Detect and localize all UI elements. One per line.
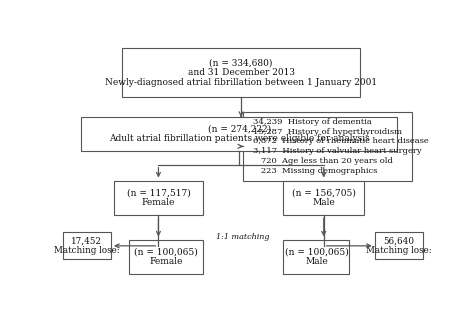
Text: Newly-diagnosed atrial fibrillation between 1 January 2001: Newly-diagnosed atrial fibrillation betw…	[105, 78, 377, 87]
FancyBboxPatch shape	[82, 117, 397, 151]
Text: 223  Missing demographics: 223 Missing demographics	[253, 167, 377, 175]
Text: Female: Female	[142, 198, 175, 207]
Text: 6,872  History of rheumatic heart disease: 6,872 History of rheumatic heart disease	[253, 137, 429, 145]
Text: 3,117  History of valvular heart surgery: 3,117 History of valvular heart surgery	[253, 147, 422, 155]
FancyBboxPatch shape	[63, 232, 110, 259]
Text: 15,287  History of hyperthyroidism: 15,287 History of hyperthyroidism	[253, 128, 402, 136]
FancyBboxPatch shape	[283, 240, 349, 274]
Text: (n = 274,222): (n = 274,222)	[208, 125, 271, 134]
FancyBboxPatch shape	[114, 181, 202, 215]
Text: 1:1 matching: 1:1 matching	[216, 233, 270, 241]
FancyBboxPatch shape	[122, 48, 360, 97]
Text: and 31 December 2013: and 31 December 2013	[188, 68, 294, 77]
Text: Matching lose:: Matching lose:	[366, 246, 432, 255]
Text: Adult atrial fibrillation patients were eligible for analysis: Adult atrial fibrillation patients were …	[109, 135, 370, 144]
Text: 56,640: 56,640	[383, 236, 415, 245]
Text: (n = 100,065): (n = 100,065)	[134, 248, 198, 256]
Text: (n = 100,065): (n = 100,065)	[284, 248, 348, 256]
Text: 34,239  History of dementia: 34,239 History of dementia	[253, 118, 372, 126]
Text: 17,452: 17,452	[71, 236, 102, 245]
Text: (n = 117,517): (n = 117,517)	[127, 189, 190, 197]
Text: (n = 334,680): (n = 334,680)	[210, 58, 273, 67]
Text: Female: Female	[149, 257, 182, 266]
FancyBboxPatch shape	[375, 232, 423, 259]
Text: 720  Age less than 20 years old: 720 Age less than 20 years old	[253, 157, 393, 165]
FancyBboxPatch shape	[283, 181, 364, 215]
Text: Matching lose:: Matching lose:	[54, 246, 119, 255]
FancyBboxPatch shape	[129, 240, 202, 274]
Text: (n = 156,705): (n = 156,705)	[292, 189, 356, 197]
FancyBboxPatch shape	[243, 112, 412, 181]
Text: Male: Male	[312, 198, 335, 207]
Text: Male: Male	[305, 257, 328, 266]
